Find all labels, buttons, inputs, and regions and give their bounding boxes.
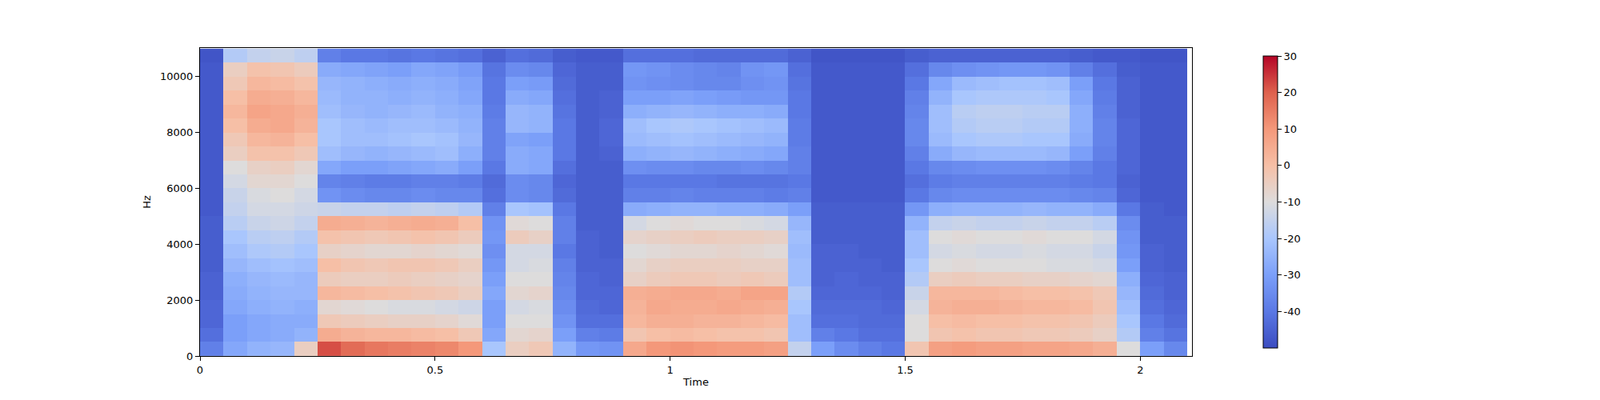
svg-text:0: 0 (196, 364, 204, 376)
svg-text:-30: -30 (1284, 268, 1301, 281)
svg-text:10: 10 (1284, 123, 1298, 136)
svg-text:20: 20 (1284, 86, 1298, 99)
svg-text:0: 0 (1284, 159, 1291, 172)
svg-text:-20: -20 (1284, 232, 1301, 245)
svg-text:1.5: 1.5 (896, 364, 914, 376)
svg-text:8000: 8000 (166, 126, 193, 139)
svg-text:2000: 2000 (166, 294, 193, 307)
svg-text:0: 0 (186, 350, 193, 363)
svg-text:-10: -10 (1284, 196, 1301, 208)
svg-text:6000: 6000 (166, 182, 193, 195)
svg-text:2: 2 (1136, 364, 1144, 376)
svg-text:Time: Time (682, 376, 709, 388)
svg-text:-40: -40 (1284, 305, 1301, 318)
svg-text:30: 30 (1284, 50, 1298, 63)
svg-text:Hz: Hz (140, 195, 153, 209)
svg-text:0.5: 0.5 (426, 364, 444, 376)
svg-text:1: 1 (667, 364, 674, 376)
svg-text:4000: 4000 (166, 238, 193, 251)
svg-text:10000: 10000 (160, 70, 193, 83)
